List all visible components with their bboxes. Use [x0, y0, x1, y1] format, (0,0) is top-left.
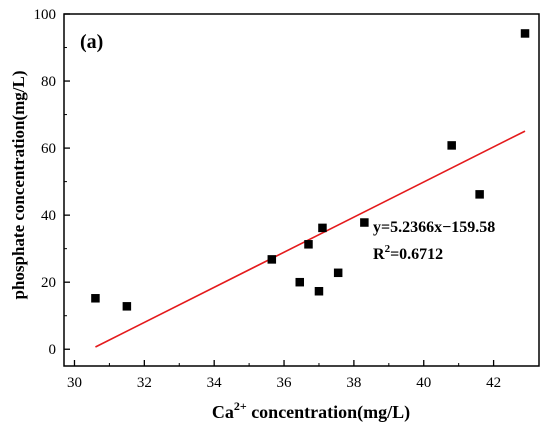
plot-frame [63, 13, 540, 367]
data-point [318, 223, 327, 233]
y-axis-title: phosphate concentration(mg/L) [9, 70, 28, 299]
x-tick-label: 38 [346, 375, 361, 391]
fit-line [95, 130, 526, 348]
panel-label: (a) [80, 31, 103, 53]
data-point [295, 277, 305, 287]
data-point [122, 302, 132, 311]
x-tick-label: 40 [416, 375, 431, 391]
y-tick-label: 0 [49, 342, 57, 358]
x-axis-title-prefix: Ca [212, 402, 234, 422]
y-tick-label: 100 [34, 7, 57, 23]
x-tick-label: 42 [486, 375, 501, 391]
x-axis-title-suffix: concentration(mg/L) [247, 402, 410, 423]
y-tick-labels: 0 20 40 60 80 100 [34, 7, 57, 358]
data-points [91, 29, 530, 311]
x-tick-label: 30 [67, 375, 82, 391]
data-point [447, 141, 456, 150]
x-tick-labels: 30 32 34 36 38 40 42 [67, 375, 501, 391]
fit-equation: y=5.2366x−159.58 [373, 219, 495, 236]
y-tick-label: 40 [41, 208, 56, 224]
y-tick-label: 60 [41, 141, 56, 157]
data-point [360, 218, 369, 227]
data-point [475, 190, 484, 199]
r-squared-superscript: 2 [385, 243, 391, 255]
x-axis-title: Ca2+ concentration(mg/L) [212, 399, 410, 423]
data-point [304, 240, 313, 249]
axis-ticks [64, 13, 495, 366]
y-tick-label: 80 [41, 74, 56, 90]
x-axis-title-superscript: 2+ [234, 399, 247, 413]
data-point [333, 268, 343, 278]
data-point [267, 255, 277, 264]
data-point [91, 294, 100, 303]
x-tick-label: 34 [207, 375, 223, 391]
y-tick-label: 20 [41, 275, 56, 291]
r-squared: R2=0.6712 [373, 243, 443, 263]
r-squared-prefix: R [373, 246, 385, 263]
x-tick-label: 36 [277, 375, 293, 391]
data-point [520, 29, 530, 38]
data-point [314, 286, 324, 296]
r-squared-value: =0.6712 [390, 246, 443, 263]
x-tick-label: 32 [137, 375, 152, 391]
fit-line-group [95, 130, 526, 348]
